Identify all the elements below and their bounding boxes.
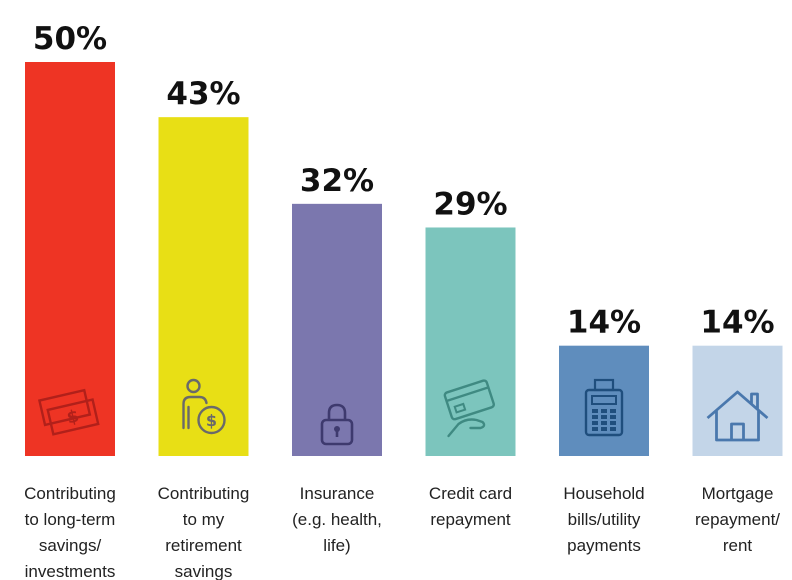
category-label: Insurance (e.g. health, life): [292, 484, 382, 555]
bar-4: [559, 345, 649, 456]
card-icon: [443, 379, 495, 438]
icons-group: $ $: [37, 378, 769, 446]
money-icon: $: [37, 388, 100, 436]
category-label-line: repayment/: [695, 510, 780, 529]
category-label: Household bills/utility payments: [563, 484, 644, 555]
calculator-icon: [584, 378, 624, 437]
category-label-line: investments: [25, 562, 116, 580]
bar-1: [158, 117, 249, 456]
category-label-line: savings: [175, 562, 233, 580]
bars-group: [25, 62, 783, 456]
bar-0: [25, 62, 115, 456]
category-label: Credit card repayment: [429, 484, 512, 529]
bar-3: [425, 227, 516, 456]
category-label-line: Contributing: [24, 484, 116, 503]
value-label: 50%: [33, 21, 107, 57]
category-label-line: savings/: [39, 536, 102, 555]
category-label-line: bills/utility: [568, 510, 641, 529]
category-label-line: Credit card: [429, 484, 512, 503]
category-label-line: Mortgage: [702, 484, 774, 503]
category-label-line: rent: [723, 536, 753, 555]
value-label: 14%: [567, 305, 641, 341]
category-label-line: retirement: [165, 536, 242, 555]
category-label: Contributing to my retirement savings: [158, 484, 250, 580]
value-label: 29%: [433, 186, 507, 222]
category-label-line: (e.g. health,: [292, 510, 382, 529]
bar-2: [292, 203, 382, 456]
value-label: 43%: [166, 76, 240, 112]
category-labels-group: Contributing to long-term savings/investme…: [24, 484, 780, 580]
value-labels-group: 50% 43% 32% 29% 14% 14%: [33, 21, 775, 341]
value-label: 32%: [300, 163, 374, 199]
category-label-line: life): [323, 536, 350, 555]
svg-text:$: $: [206, 411, 217, 430]
person-coin-icon: $: [182, 378, 226, 435]
category-label-line: Insurance: [300, 484, 375, 503]
lock-icon: [320, 403, 354, 446]
svg-text:$: $: [65, 406, 81, 428]
category-label-line: Household: [563, 484, 644, 503]
category-label: Contributing to long-term savings/investme…: [24, 484, 116, 580]
category-label-line: to long-term: [25, 510, 116, 529]
bar-5: [692, 345, 783, 456]
value-label: 14%: [700, 305, 774, 341]
category-label-line: Contributing: [158, 484, 250, 503]
category-label-line: payments: [567, 536, 641, 555]
category-label: Mortgage repayment/rent: [695, 484, 780, 555]
category-label-line: to my: [183, 510, 225, 529]
category-label-line: repayment: [430, 510, 511, 529]
house-icon: [706, 390, 769, 442]
